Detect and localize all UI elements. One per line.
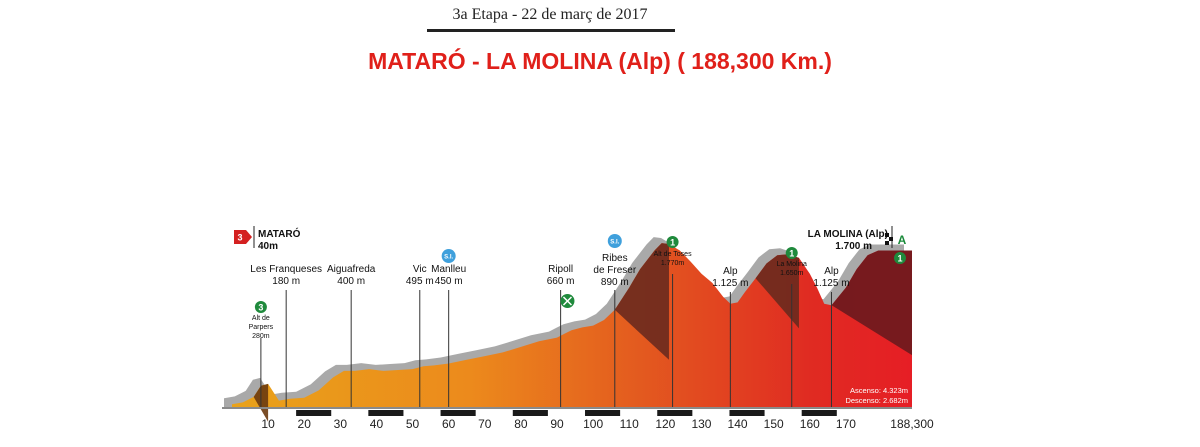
place-altitude: 890 m (601, 277, 629, 288)
x-tick-label: 30 (334, 417, 348, 431)
climb-badge-circle (666, 236, 679, 248)
stage-number-badge: 3 (234, 230, 252, 244)
x-tick-label: 40 (370, 417, 384, 431)
x-tick-label: 110 (620, 417, 639, 431)
place-altitude: 660 m (547, 276, 575, 287)
place-name: LA MOLINA (Alp) (808, 229, 888, 240)
feed-zone-cross (562, 296, 572, 306)
distance-band-segment (585, 410, 621, 416)
feed-zone-icon (560, 294, 575, 308)
place-altitude: 1.125 m (712, 278, 748, 289)
finish-marker: A (898, 233, 907, 247)
x-tick-label: 50 (406, 417, 420, 431)
finish-flag-square (885, 241, 889, 245)
climb-badge-circle (254, 301, 267, 313)
place-altitude: 1.770m (661, 260, 685, 267)
stage-title: MATARÓ - LA MOLINA (Alp) ( 188,300 Km.) (368, 48, 832, 74)
finish-flag-square (889, 237, 893, 241)
distance-band-segment (729, 410, 765, 416)
x-tick-label: 70 (478, 417, 492, 431)
place-altitude: 450 m (435, 276, 463, 287)
place-name: Les Franqueses (250, 264, 322, 275)
place-name: Alp (723, 266, 738, 277)
sprint-badge-text: S.I. (610, 240, 619, 246)
stage-badge-text: 3 (237, 233, 242, 243)
climb-shading (755, 254, 799, 329)
intermediate-sprint-badge: S.I. (607, 234, 622, 248)
x-tick-label: 170 (836, 417, 856, 431)
finish-flag-square (885, 233, 889, 237)
place-name: Ripoll (548, 264, 573, 275)
distance-band-segment (512, 410, 548, 416)
mountain-category-badge: 1 (894, 252, 906, 264)
climb-shading (614, 243, 669, 360)
x-tick-label: 60 (442, 417, 456, 431)
climb-badge-text: 3 (258, 303, 263, 313)
place-name: MATARÓ (258, 227, 301, 240)
place-name: Alt de Toses (654, 251, 693, 258)
place-altitude: 1.125 m (813, 278, 849, 289)
x-tick-label: 90 (550, 417, 564, 431)
place-name: Ribes (602, 253, 628, 264)
place-name: Alt de (252, 315, 270, 322)
distance-band-segment (657, 410, 693, 416)
ascent-total: Ascenso: 4.323m (850, 386, 908, 395)
stage-subtitle: 3a Etapa - 22 de març de 2017 (452, 6, 648, 23)
distance-band-segment (296, 410, 332, 416)
climb-badge-circle (785, 247, 798, 259)
mountain-category-badge: 3 (254, 301, 267, 313)
place-altitude: 400 m (337, 276, 365, 287)
mountain-category-badge: 1 (666, 236, 679, 248)
sprint-badge-circle (607, 234, 622, 248)
place-name: de Freser (593, 265, 636, 276)
x-tick-label: 100 (583, 417, 603, 431)
x-tick-label: 140 (728, 417, 748, 431)
mountain-category-badge: 1 (785, 247, 798, 259)
climb-badge-circle (894, 252, 906, 264)
place-altitude: 40m (258, 241, 278, 252)
place-altitude: 495 m (406, 276, 434, 287)
x-tick-label: 160 (800, 417, 820, 431)
descent-total: Descenso: 2.682m (845, 396, 908, 405)
place-name: Manlleu (431, 264, 466, 275)
stage-badge-shape (234, 230, 252, 244)
climb-badge-text: 1 (670, 238, 675, 248)
place-altitude: 180 m (272, 276, 300, 287)
climb-badge-text: 1 (789, 249, 794, 259)
climb-badge-text: 1 (897, 254, 902, 264)
place-name: Parpers (249, 324, 274, 331)
place-name: La Molina (777, 261, 807, 268)
intermediate-sprint-badge: S.I. (441, 249, 456, 263)
sprint-badge-circle (441, 249, 456, 263)
distance-band-segment (368, 410, 404, 416)
x-tick-label: 10 (261, 417, 275, 431)
sprint-badge-text: S.I. (444, 255, 453, 261)
profile-area (232, 243, 912, 408)
x-tick-label: 130 (691, 417, 711, 431)
x-tick-label: 80 (514, 417, 528, 431)
distance-band-segment (440, 410, 476, 416)
place-name: Alp (824, 266, 839, 277)
x-tick-label: 120 (655, 417, 675, 431)
place-altitude: 280m (252, 333, 270, 340)
climb-shading (831, 250, 912, 356)
place-altitude: 1.700 m (835, 241, 872, 252)
place-name: Aiguafreda (327, 264, 376, 275)
distance-band-segment (801, 410, 837, 416)
place-altitude: 1.650m (780, 270, 804, 277)
x-tick-label: 20 (298, 417, 312, 431)
place-name: Vic (413, 264, 427, 275)
x-tick-label: 150 (764, 417, 784, 431)
subtitle-underline (427, 29, 675, 32)
x-tick-label: 188,300 (890, 417, 934, 431)
